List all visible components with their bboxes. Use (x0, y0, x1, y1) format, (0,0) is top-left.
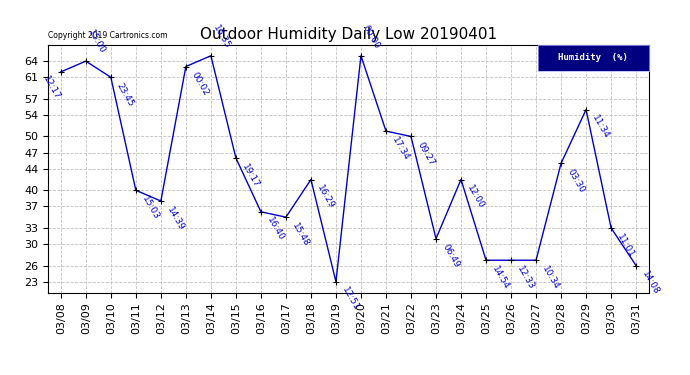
Text: 12:51: 12:51 (340, 286, 361, 313)
Text: 12:00: 12:00 (465, 184, 486, 210)
Text: 12:17: 12:17 (41, 75, 62, 102)
Text: 19:17: 19:17 (240, 162, 261, 189)
Text: 14:08: 14:08 (640, 270, 661, 297)
Text: 03:30: 03:30 (565, 168, 586, 195)
Title: Outdoor Humidity Daily Low 20190401: Outdoor Humidity Daily Low 20190401 (200, 27, 497, 42)
Text: 15:03: 15:03 (140, 195, 161, 221)
Text: 11:01: 11:01 (615, 232, 636, 259)
Text: 17:34: 17:34 (390, 135, 411, 162)
Text: 06:49: 06:49 (440, 243, 461, 270)
Text: 10:34: 10:34 (540, 264, 561, 291)
Text: 16:40: 16:40 (265, 216, 286, 243)
Text: 15:00: 15:00 (86, 28, 106, 56)
Text: 14:54: 14:54 (490, 264, 511, 291)
Text: 11:34: 11:34 (590, 114, 611, 141)
Text: 16:35: 16:35 (211, 23, 232, 50)
Text: 15:48: 15:48 (290, 221, 310, 248)
Text: 12:33: 12:33 (515, 264, 536, 291)
Text: Copyright 2019 Cartronics.com: Copyright 2019 Cartronics.com (48, 31, 168, 40)
Text: 16:29: 16:29 (315, 184, 336, 210)
Text: 00:02: 00:02 (190, 71, 210, 98)
Text: 09:27: 09:27 (415, 141, 436, 167)
Text: 14:39: 14:39 (165, 205, 186, 232)
Text: 23:45: 23:45 (115, 81, 136, 108)
Text: 00:00: 00:00 (361, 23, 382, 50)
